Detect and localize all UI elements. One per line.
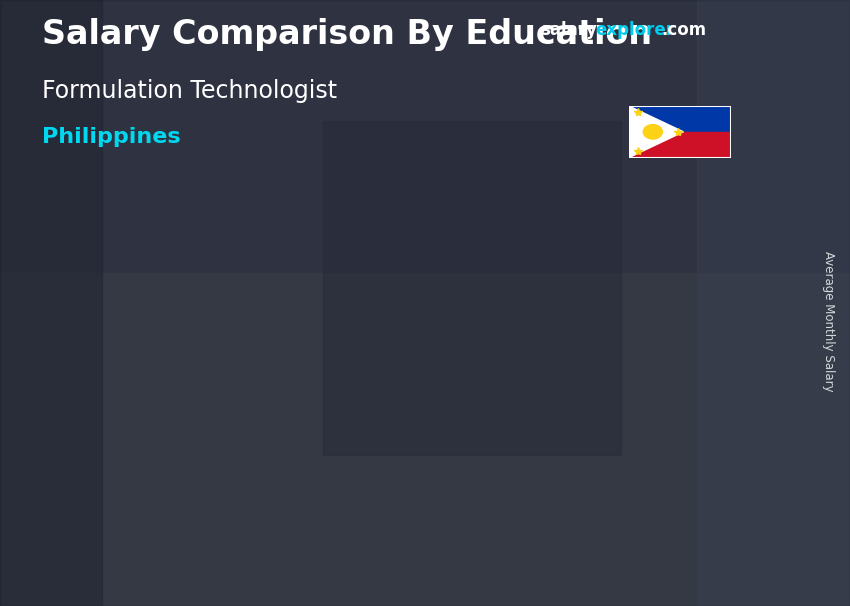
Bar — [629, 106, 731, 132]
Bar — [160, 418, 251, 421]
Text: +93%: +93% — [284, 204, 419, 246]
Bar — [0, 0, 102, 606]
Bar — [569, 288, 575, 558]
Text: Average Monthly Salary: Average Monthly Salary — [822, 251, 836, 391]
Bar — [484, 288, 575, 291]
Bar — [484, 288, 492, 558]
Circle shape — [643, 125, 662, 139]
Bar — [160, 418, 251, 558]
Bar — [323, 121, 620, 454]
Text: 41,000 PHP: 41,000 PHP — [450, 259, 585, 279]
Text: 21,200 PHP: 21,200 PHP — [118, 389, 253, 409]
Bar — [484, 288, 575, 558]
Text: Philippines: Philippines — [42, 127, 181, 147]
Text: .com: .com — [661, 21, 706, 39]
Text: explorer: explorer — [595, 21, 674, 39]
Polygon shape — [629, 106, 683, 158]
Bar — [629, 132, 731, 158]
Text: Formulation Technologist: Formulation Technologist — [42, 79, 337, 103]
Text: salary: salary — [540, 21, 597, 39]
Bar — [0, 0, 850, 273]
Bar — [697, 0, 850, 606]
Text: Salary Comparison By Education: Salary Comparison By Education — [42, 18, 653, 51]
Bar — [160, 418, 167, 558]
Bar — [243, 418, 251, 558]
Bar — [0, 273, 850, 606]
